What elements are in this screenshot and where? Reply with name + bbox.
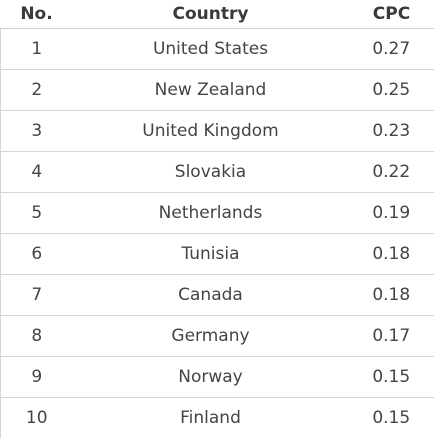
table-row: 9 Norway 0.15 (0, 356, 434, 398)
row-number: 10 (0, 397, 73, 438)
row-country: New Zealand (72, 69, 349, 111)
row-number: 7 (0, 274, 73, 316)
table-row: 7 Canada 0.18 (0, 274, 434, 316)
row-country: Canada (72, 274, 349, 316)
table-row: 10 Finland 0.15 (0, 397, 434, 438)
header-cpc: CPC (348, 0, 434, 29)
row-country: Finland (180, 408, 241, 428)
row-number: 4 (0, 151, 73, 193)
table-header: No. Country CPC (0, 0, 434, 29)
row-cpc: 0.15 (348, 356, 434, 398)
table-row: 1 United States 0.27 (0, 28, 434, 70)
row-cpc: 0.22 (348, 151, 434, 193)
header-row: No. Country CPC (0, 0, 434, 29)
row-cpc: 0.19 (348, 192, 434, 234)
row-number: 5 (0, 192, 73, 234)
row-cpc: 0.25 (348, 69, 434, 111)
row-country: Germany (72, 315, 349, 357)
table-row: 8 Germany 0.17 (0, 315, 434, 357)
header-no: No. (0, 0, 73, 29)
row-cpc: 0.18 (348, 233, 434, 275)
row-number: 2 (0, 69, 73, 111)
row-number: 6 (0, 233, 73, 275)
row-cpc: 0.17 (348, 315, 434, 357)
row-number: 8 (0, 315, 73, 357)
table-body: 1 United States 0.27 2 New Zealand 0.25 … (0, 28, 434, 438)
table-row: 5 Netherlands 0.19 (0, 192, 434, 234)
row-country: Netherlands (72, 192, 349, 234)
row-cpc: 0.27 (348, 28, 434, 70)
table-row: 2 New Zealand 0.25 (0, 69, 434, 111)
row-number: 1 (0, 28, 73, 70)
row-cpc: 0.15 (348, 397, 434, 438)
row-country: United States (72, 28, 349, 70)
table-row: 6 Tunisia 0.18 (0, 233, 434, 275)
row-cpc: 0.23 (348, 110, 434, 152)
table-row: 3 United Kingdom 0.23 (0, 110, 434, 152)
table-row: 4 Slovakia 0.22 (0, 151, 434, 193)
row-country: Slovakia (72, 151, 349, 193)
row-cpc: 0.18 (348, 274, 434, 316)
header-country: Country (72, 0, 349, 29)
row-number: 3 (0, 110, 73, 152)
row-country: Tunisia (72, 233, 349, 275)
row-country: Norway (72, 356, 349, 398)
row-country: United Kingdom (72, 110, 349, 152)
row-number: 9 (0, 356, 73, 398)
